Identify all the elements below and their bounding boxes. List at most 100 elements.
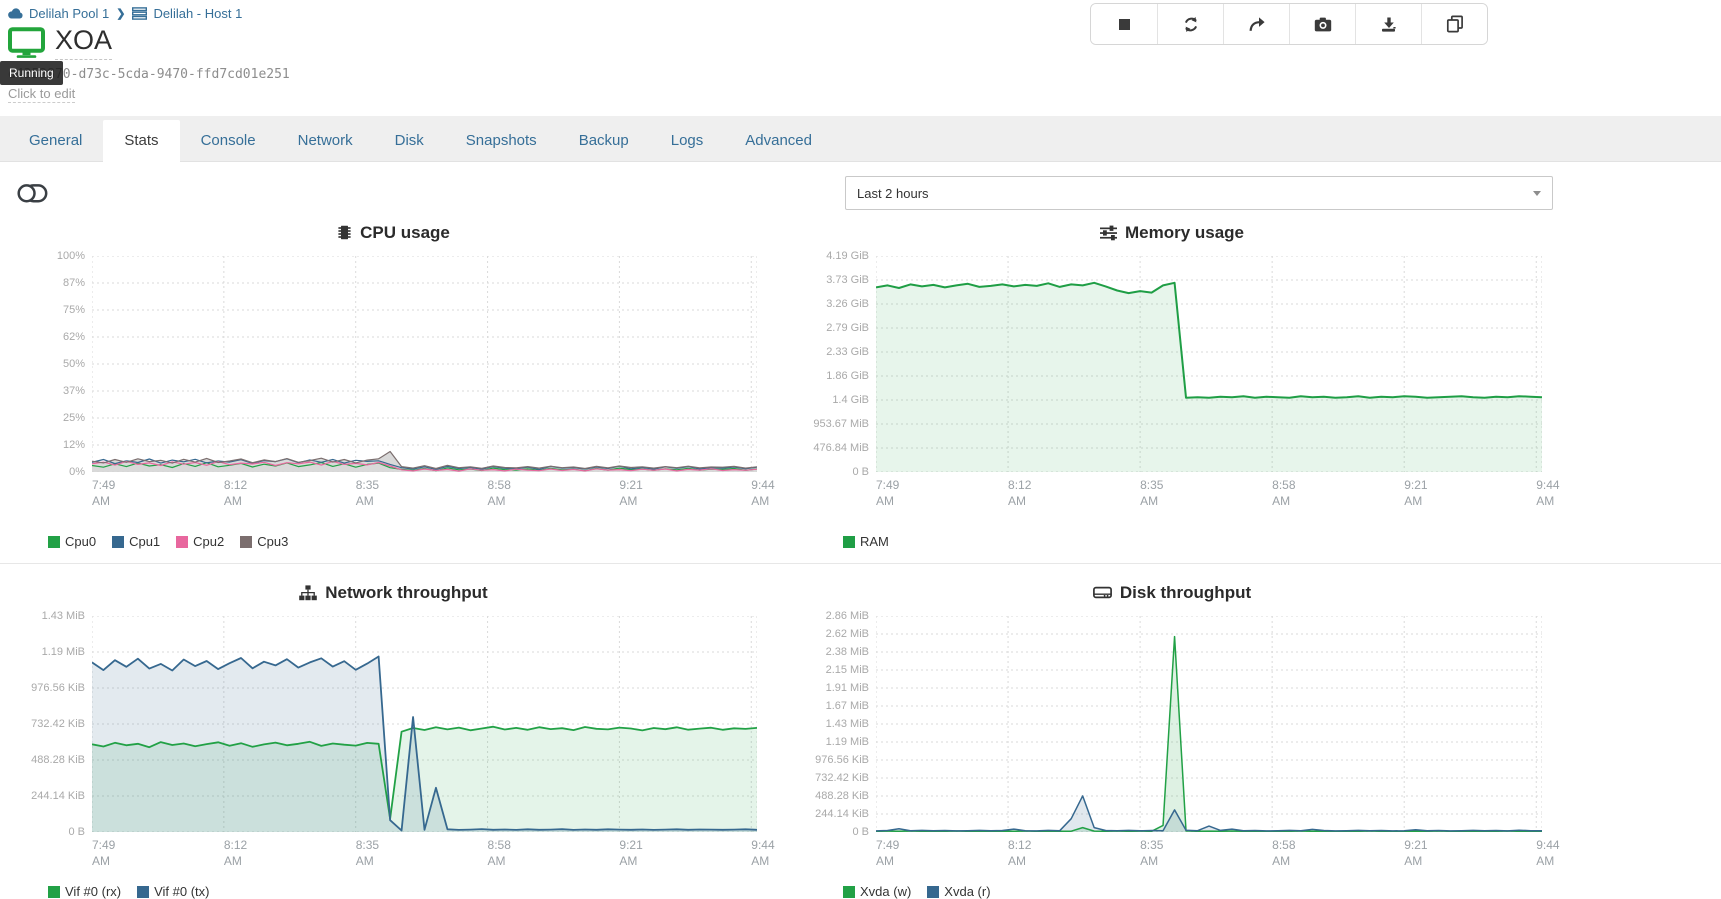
y-axis-label: 12% [63,439,85,451]
legend-label: Vif #0 (rx) [65,884,121,899]
x-axis-label: 9:44AM [751,838,774,869]
tab-bar: GeneralStatsConsoleNetworkDiskSnapshotsB… [0,116,1721,162]
y-axis-label: 488.28 KiB [31,754,85,766]
chart-legend: Vif #0 (rx) Vif #0 (tx) [48,884,757,899]
disk-drive-icon [1093,585,1112,600]
vm-description-placeholder[interactable]: Click to edit [8,86,75,103]
vm-header: Delilah Pool 1 ❯ Delilah - Host 1 XOA d4… [0,0,1721,116]
y-axis-label: 488.28 KiB [815,790,869,802]
cpu-plot [92,256,757,472]
network-plot [92,616,757,832]
camera-icon [1314,16,1332,33]
y-axis-label: 732.42 KiB [31,718,85,730]
legend-label: Vif #0 (tx) [154,884,209,899]
y-axis-label: 0 B [852,826,869,838]
cpu-usage-chart: CPU usage100%87%75%62%50%37%25%12%0%7:49… [30,222,757,549]
x-axis-label: 9:21AM [619,838,642,869]
stats-granularity-toggle[interactable] [17,183,48,204]
chevron-down-icon [1533,191,1541,196]
vm-name[interactable]: XOA [55,25,112,60]
y-axis-label: 4.19 GiB [826,250,869,262]
legend-swatch [48,536,60,548]
tab-advanced[interactable]: Advanced [724,120,833,161]
x-axis-label: 9:44AM [1536,478,1559,509]
y-axis-label: 2.62 MiB [826,628,869,640]
tab-network[interactable]: Network [277,120,374,161]
x-axis-label: 8:35AM [1140,478,1163,509]
chart-legend: RAM [843,534,1542,549]
snapshot-vm-button[interactable] [1289,4,1355,44]
legend-item-Cpu1[interactable]: Cpu1 [112,534,160,549]
y-axis-label: 1.19 MiB [42,646,85,658]
legend-item-Xvda (r)[interactable]: Xvda (r) [927,884,990,899]
y-axis-label: 1.67 MiB [826,700,869,712]
y-axis-label: 75% [63,304,85,316]
y-axis-label: 476.84 MiB [813,442,869,454]
legend-swatch [137,886,149,898]
breadcrumb-pool-link[interactable]: Delilah Pool 1 [29,6,109,21]
tab-stats[interactable]: Stats [103,120,179,162]
legend-swatch [843,536,855,548]
legend-item-Vif #0 (rx)[interactable]: Vif #0 (rx) [48,884,121,899]
x-axis-label: 8:58AM [488,478,511,509]
tab-general[interactable]: General [8,120,103,161]
legend-label: Cpu3 [257,534,288,549]
legend-label: RAM [860,534,889,549]
y-axis-label: 0 B [68,826,85,838]
legend-swatch [927,886,939,898]
chart-title-text: Disk throughput [1120,583,1251,603]
y-axis-label: 976.56 KiB [31,682,85,694]
x-axis-label: 8:12AM [1008,838,1031,869]
chart-title: Network throughput [30,582,757,603]
y-axis-label: 25% [63,412,85,424]
breadcrumb-host-link[interactable]: Delilah - Host 1 [153,6,242,21]
legend-item-Xvda (w)[interactable]: Xvda (w) [843,884,911,899]
y-axis-label: 37% [63,385,85,397]
y-axis-label: 953.67 MiB [813,418,869,430]
legend-item-Cpu0[interactable]: Cpu0 [48,534,96,549]
host-server-icon [132,7,147,20]
network-throughput-chart: Network throughput1.43 MiB1.19 MiB976.56… [30,582,757,899]
stop-vm-button[interactable] [1091,4,1157,44]
legend-swatch [843,886,855,898]
time-range-value: Last 2 hours [857,186,929,201]
memory-sliders-icon [1100,225,1117,241]
memory-plot [876,256,1542,472]
legend-label: Xvda (w) [860,884,911,899]
x-axis-label: 7:49AM [92,478,115,509]
tab-disk[interactable]: Disk [374,120,445,161]
x-axis-label: 9:21AM [1404,478,1427,509]
row-divider [0,563,1721,564]
legend-item-Vif #0 (tx)[interactable]: Vif #0 (tx) [137,884,209,899]
series-line-Xvda (r) [876,796,1542,831]
legend-item-RAM[interactable]: RAM [843,534,889,549]
legend-label: Cpu1 [129,534,160,549]
y-axis-label: 976.56 KiB [815,754,869,766]
migrate-vm-button[interactable] [1223,4,1289,44]
series-line-Xvda (w) [876,637,1542,832]
y-axis-label: 100% [57,250,85,262]
x-axis-label: 7:49AM [92,838,115,869]
power-state-tooltip: Running [0,61,63,85]
restart-vm-button[interactable] [1157,4,1223,44]
x-axis-label: 8:35AM [1140,838,1163,869]
tab-backup[interactable]: Backup [558,120,650,161]
y-axis-label: 3.73 GiB [826,274,869,286]
network-sitemap-icon [299,585,317,601]
legend-item-Cpu3[interactable]: Cpu3 [240,534,288,549]
series-area-RAM [876,283,1542,472]
tab-snapshots[interactable]: Snapshots [445,120,558,161]
export-vm-button[interactable] [1355,4,1421,44]
legend-label: Cpu0 [65,534,96,549]
legend-item-Cpu2[interactable]: Cpu2 [176,534,224,549]
x-axis-label: 9:21AM [1404,838,1427,869]
refresh-icon [1182,16,1200,33]
y-axis-label: 3.26 GiB [826,298,869,310]
legend-swatch [48,886,60,898]
tab-console[interactable]: Console [180,120,277,161]
y-axis-label: 2.86 MiB [826,610,869,622]
y-axis-label: 244.14 KiB [815,808,869,820]
copy-vm-button[interactable] [1421,4,1487,44]
time-range-select[interactable]: Last 2 hours [845,176,1553,210]
tab-logs[interactable]: Logs [650,120,725,161]
